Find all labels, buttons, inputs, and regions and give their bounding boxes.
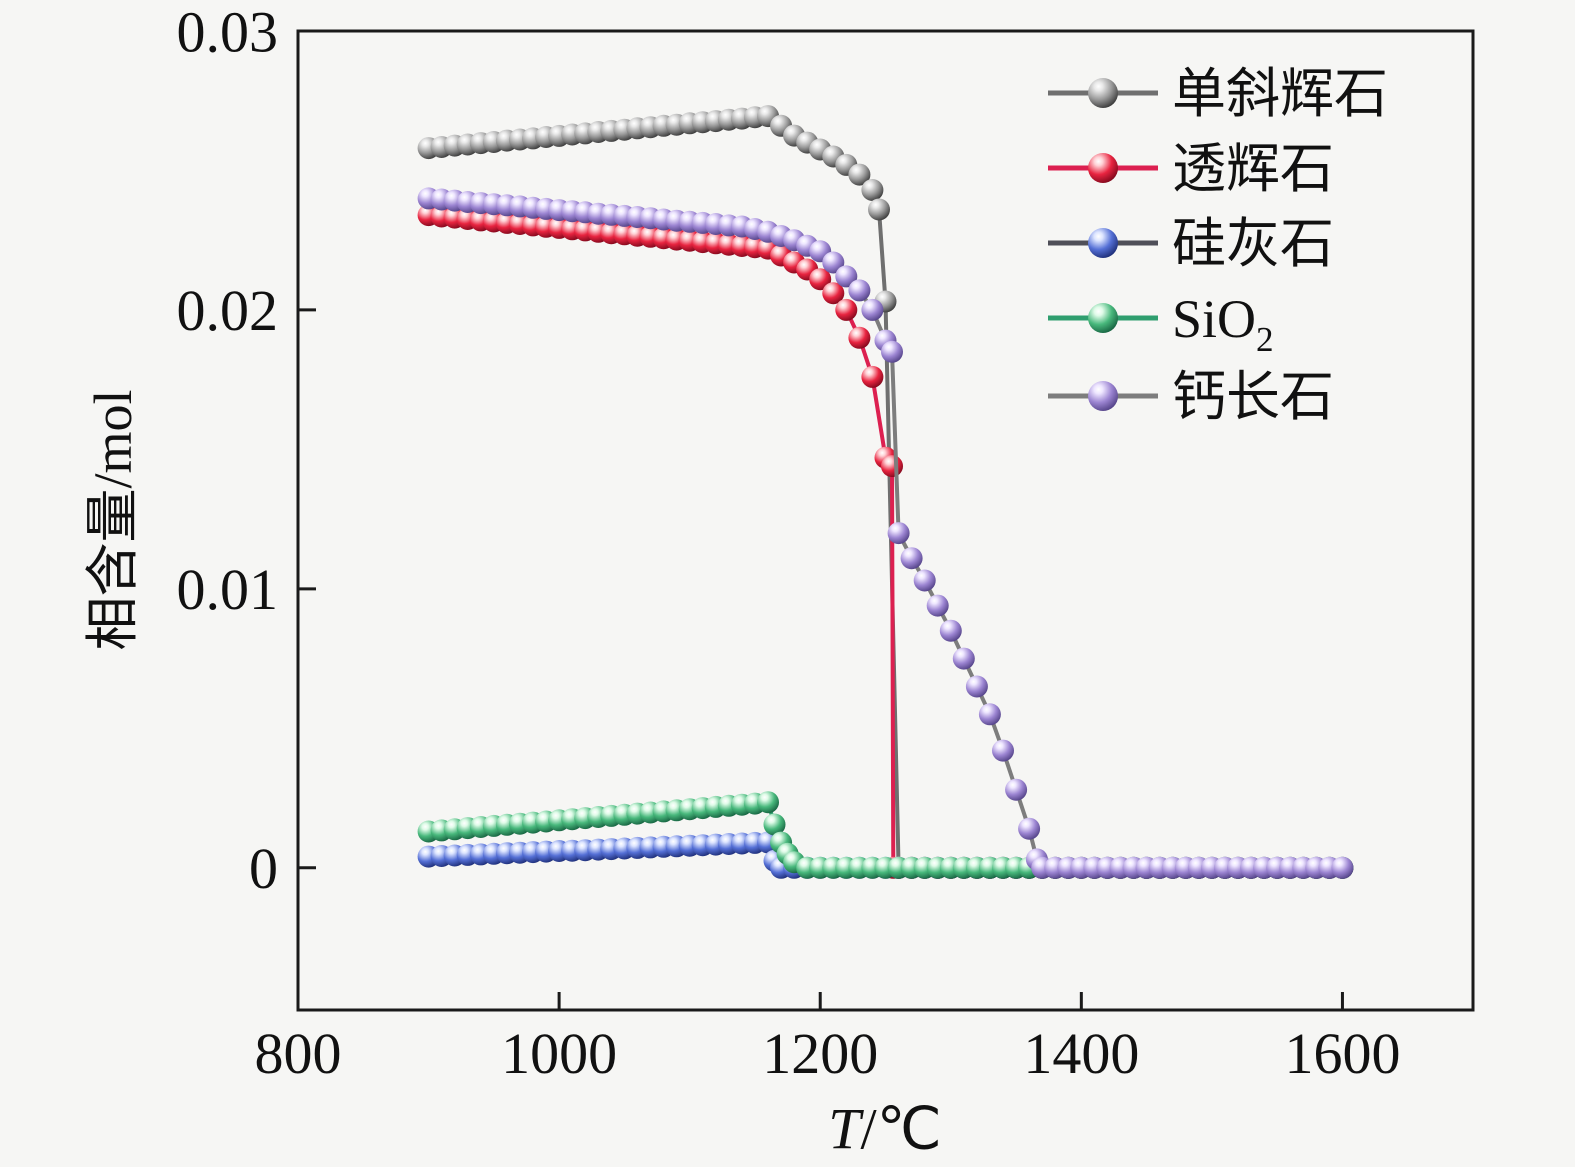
y-tick-label: 0.03 [177, 0, 279, 64]
x-tick-label: 1400 [1023, 1021, 1139, 1086]
legend-item-wollastonite: 硅灰石 [1048, 214, 1334, 274]
series-anorthite-marker [1331, 856, 1354, 879]
legend-label-text: 钙长石 [1172, 367, 1334, 427]
legend-label-sio2: SiO2 [1172, 289, 1274, 359]
legend-item-anorthite: 钙长石 [1048, 367, 1334, 427]
series-diopside-marker [861, 365, 884, 388]
series-diopside-marker [822, 282, 845, 305]
legend-label-clinopyroxene: 单斜辉石 [1172, 64, 1388, 124]
legend-marker-anorthite [1088, 381, 1118, 411]
legend-label-text: 透辉石 [1172, 139, 1334, 199]
legend-marker-sio2 [1088, 303, 1118, 333]
series-anorthite-marker [952, 647, 975, 670]
legend-item-clinopyroxene: 单斜辉石 [1048, 64, 1388, 124]
series-diopside-marker [881, 455, 903, 478]
series-anorthite-marker [900, 547, 923, 570]
series-anorthite-marker [822, 251, 845, 274]
legend-marker-clinopyroxene [1088, 78, 1118, 108]
series-anorthite-marker [835, 265, 858, 288]
x-axis-title: T/℃ [828, 1096, 942, 1161]
plot-frame [296, 29, 1475, 1012]
x-tick-label: 1000 [501, 1021, 617, 1086]
legend-label-text: 硅灰石 [1172, 214, 1334, 274]
x-tick-label: 1200 [762, 1021, 878, 1086]
legend-label-text: 单斜辉石 [1172, 64, 1388, 124]
y-tick-label: 0.01 [177, 557, 279, 622]
series-clinopyroxene-marker [868, 198, 890, 221]
series-anorthite-marker [939, 619, 962, 642]
y-tick-label: 0.02 [177, 278, 279, 343]
legend-label-subscript: 2 [1256, 320, 1274, 359]
x-axis-title-unit: /℃ [861, 1096, 942, 1161]
legend-label-diopside: 透辉石 [1172, 139, 1334, 199]
legend-item-diopside: 透辉石 [1048, 139, 1334, 199]
series-anorthite-marker [926, 594, 949, 617]
series-clinopyroxene-marker [848, 163, 871, 186]
series-anorthite-marker [992, 739, 1014, 762]
legend-label-anorthite: 钙长石 [1172, 367, 1334, 427]
series-anorthite-marker [1018, 817, 1041, 840]
y-tick-label: 0 [249, 836, 278, 901]
series-diopside-marker [848, 326, 871, 349]
x-axis: 800 1000 1200 1400 1600 [255, 992, 1400, 1086]
series-anorthite-marker [887, 522, 910, 545]
x-tick-label: 1600 [1284, 1021, 1400, 1086]
series-anorthite-marker [978, 703, 1001, 726]
series-anorthite-marker [1005, 778, 1028, 801]
series-anorthite-marker [861, 298, 884, 321]
series-diopside-marker [809, 268, 832, 291]
y-axis-title: 相含量/mol [83, 389, 143, 650]
legend-marker-wollastonite [1088, 228, 1118, 258]
series-sio2-marker [757, 791, 779, 814]
series-anorthite-marker [965, 675, 988, 698]
series-sio2-marker [763, 813, 786, 836]
legend-marker-diopside [1088, 153, 1118, 183]
series-diopside-marker [835, 298, 858, 321]
series-clinopyroxene-marker [861, 179, 884, 201]
legend-item-sio2: SiO2 [1048, 289, 1274, 359]
legend-label-text: SiO [1172, 289, 1256, 349]
y-axis: 0 0.01 0.02 0.03 [177, 0, 316, 901]
series-anorthite-marker [881, 340, 903, 363]
legend-label-wollastonite: 硅灰石 [1172, 214, 1334, 274]
x-tick-label: 800 [255, 1021, 342, 1086]
series-anorthite-marker [848, 279, 871, 302]
x-axis-title-symbol: T [828, 1096, 864, 1161]
series-anorthite-marker [913, 569, 936, 592]
series-anorthite [417, 187, 1354, 879]
